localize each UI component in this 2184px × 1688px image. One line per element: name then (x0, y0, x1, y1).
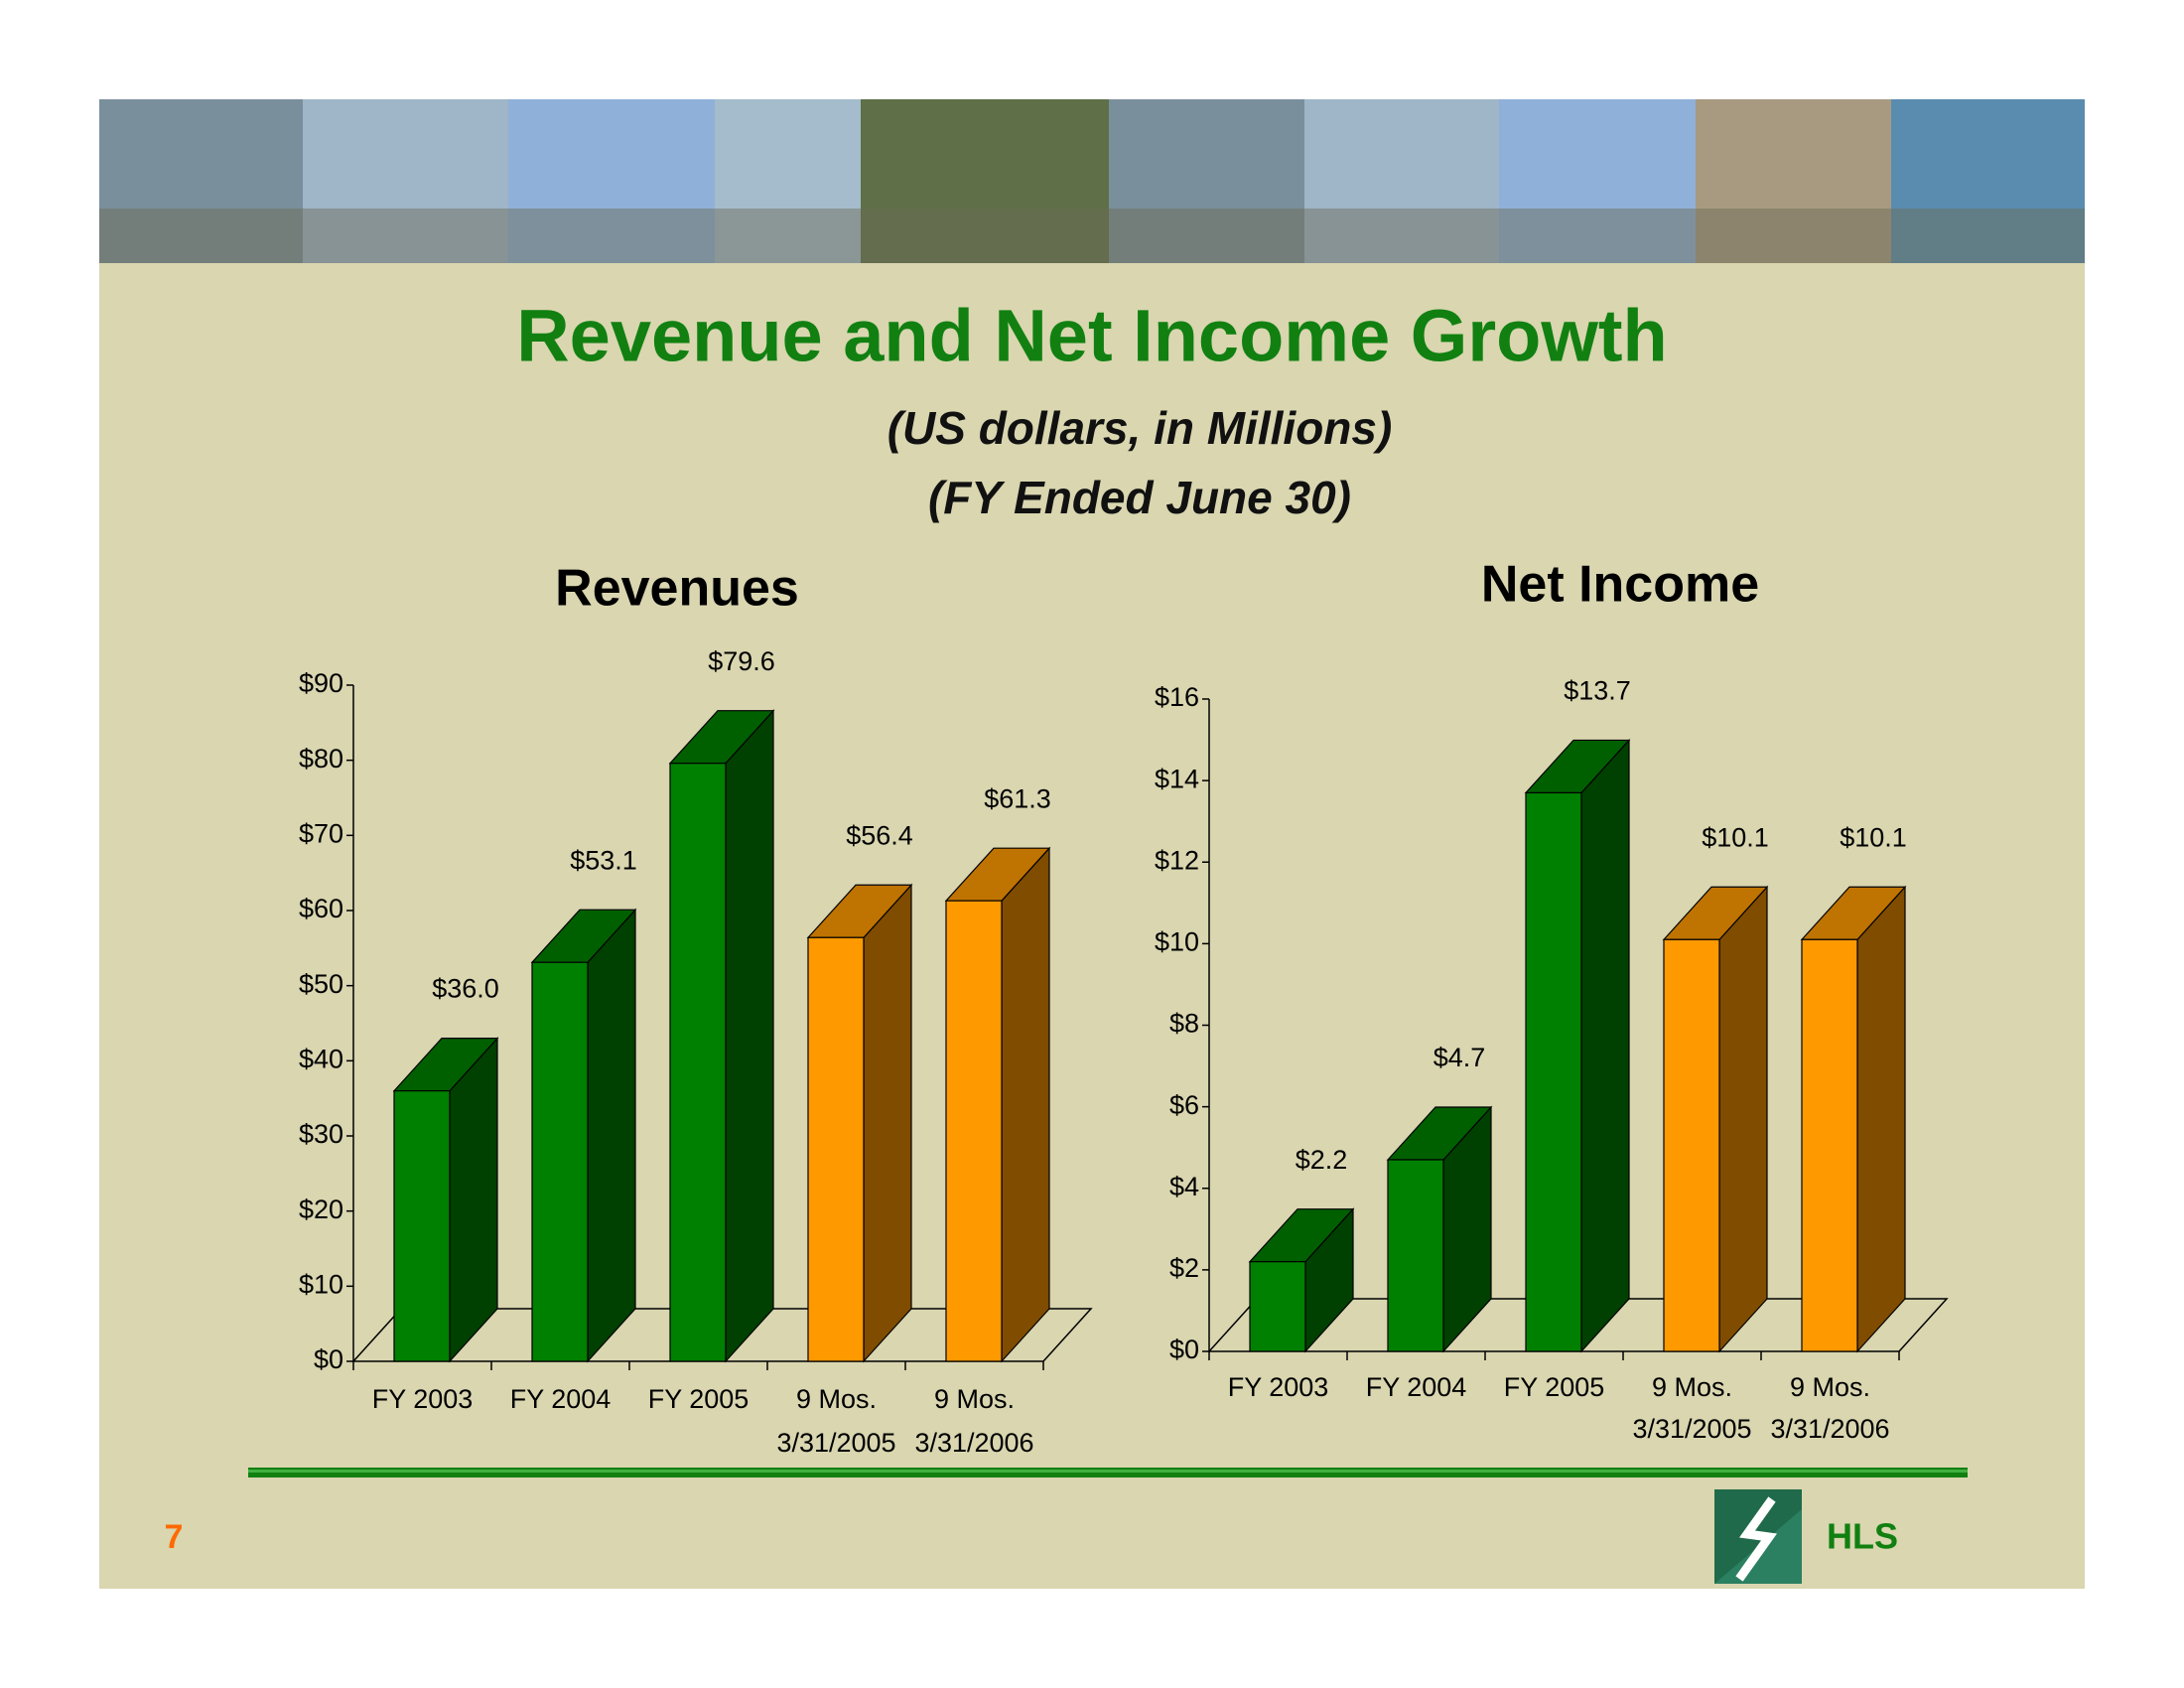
chart-title: Net Income (1481, 556, 1759, 614)
bar-side (863, 883, 912, 1363)
divider-highlight (248, 1470, 1968, 1473)
y-tick-label: $16 (1155, 682, 1199, 712)
y-tick-label: $8 (1169, 1009, 1199, 1039)
value-label: $56.4 (846, 820, 913, 850)
y-tick-label: $0 (314, 1344, 343, 1374)
bar-side (725, 709, 774, 1363)
subtitle: (US dollars, in Millions) (887, 402, 1393, 454)
y-tick-label: $10 (299, 1269, 343, 1299)
photo-banner (99, 99, 2085, 263)
y-tick-label: $80 (299, 744, 343, 774)
bar-side (1580, 738, 1630, 1353)
x-tick-label: 9 Mos. (934, 1384, 1015, 1414)
y-tick-label: $14 (1155, 764, 1199, 793)
page-number: 7 (165, 1518, 184, 1556)
x-tick-label: FY 2004 (1366, 1372, 1467, 1402)
bar (1801, 938, 1858, 1352)
x-tick-label: FY 2004 (510, 1384, 612, 1414)
bar-side (1718, 885, 1768, 1353)
y-tick-label: $70 (299, 818, 343, 848)
bar-side (1856, 885, 1906, 1353)
y-tick-label: $0 (1169, 1335, 1199, 1364)
chart-title: Revenues (555, 560, 799, 618)
value-label: $4.7 (1433, 1043, 1486, 1072)
y-tick-label: $50 (299, 969, 343, 999)
bar (1249, 1261, 1306, 1352)
y-tick-label: $2 (1169, 1253, 1199, 1283)
x-tick-label: FY 2005 (648, 1384, 750, 1414)
value-label: $2.2 (1296, 1145, 1348, 1175)
x-tick-label: 9 Mos. (796, 1384, 877, 1414)
y-tick-label: $20 (299, 1195, 343, 1224)
logo (1714, 1489, 1802, 1584)
value-label: $53.1 (570, 845, 637, 875)
bar (393, 1089, 451, 1362)
bar (531, 961, 589, 1362)
value-label: $36.0 (432, 974, 499, 1004)
y-tick-label: $40 (299, 1044, 343, 1073)
bar (807, 936, 865, 1362)
value-label: $13.7 (1564, 676, 1631, 706)
y-tick-label: $6 (1169, 1090, 1199, 1120)
x-tick-label: FY 2003 (1228, 1372, 1329, 1402)
x-tick-label: 3/31/2005 (776, 1428, 895, 1458)
slide-title: Revenue and Net Income Growth (516, 295, 1668, 377)
y-tick-label: $30 (299, 1119, 343, 1149)
value-label: $10.1 (1702, 822, 1769, 852)
subtitle: (FY Ended June 30) (928, 472, 1351, 523)
y-tick-label: $60 (299, 894, 343, 923)
y-tick-label: $4 (1169, 1172, 1199, 1201)
value-label: $10.1 (1840, 822, 1907, 852)
bar-side (449, 1037, 498, 1363)
y-tick-label: $10 (1155, 927, 1199, 957)
x-tick-label: 3/31/2005 (1632, 1414, 1751, 1444)
y-tick-label: $12 (1155, 845, 1199, 875)
bar (945, 900, 1003, 1362)
bar-side (587, 908, 636, 1363)
bar-side (1001, 846, 1050, 1363)
value-label: $61.3 (984, 783, 1051, 813)
x-tick-label: FY 2003 (372, 1384, 474, 1414)
x-tick-label: 9 Mos. (1790, 1372, 1870, 1402)
x-tick-label: FY 2005 (1504, 1372, 1605, 1402)
x-tick-label: 9 Mos. (1652, 1372, 1732, 1402)
y-tick-label: $90 (299, 668, 343, 698)
bar (1387, 1159, 1444, 1352)
value-label: $79.6 (708, 646, 775, 676)
x-tick-label: 3/31/2006 (1770, 1414, 1889, 1444)
x-tick-label: 3/31/2006 (914, 1428, 1033, 1458)
bar (1663, 938, 1720, 1352)
bar (1525, 791, 1582, 1352)
logo-text: HLS (1827, 1516, 1898, 1557)
bar (669, 763, 727, 1362)
